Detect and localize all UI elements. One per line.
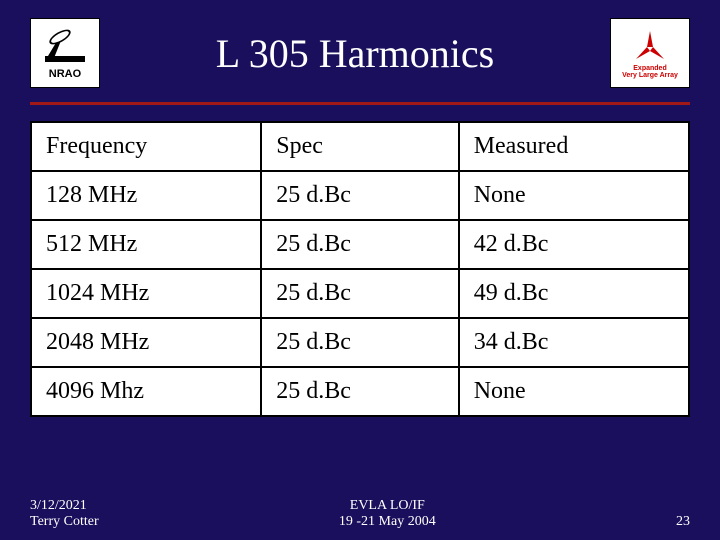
- slide-footer: 3/12/2021 Terry Cotter EVLA LO/IF 19 -21…: [30, 498, 690, 530]
- dish-icon: [40, 26, 90, 66]
- cell: 42 d.Bc: [459, 220, 689, 269]
- footer-center: EVLA LO/IF 19 -21 May 2004: [339, 498, 436, 530]
- cell: 25 d.Bc: [261, 171, 458, 220]
- cell: 4096 Mhz: [31, 367, 261, 416]
- cell: 25 d.Bc: [261, 318, 458, 367]
- slide-title: L 305 Harmonics: [120, 30, 590, 77]
- header-rule: [30, 102, 690, 105]
- cell: 2048 MHz: [31, 318, 261, 367]
- evla-logo: Expanded Very Large Array: [610, 18, 690, 88]
- footer-event: EVLA LO/IF: [350, 498, 425, 513]
- footer-author: Terry Cotter: [30, 514, 99, 529]
- table-row: 128 MHz 25 d.Bc None: [31, 171, 689, 220]
- table-row: 2048 MHz 25 d.Bc 34 d.Bc: [31, 318, 689, 367]
- footer-dates: 19 -21 May 2004: [339, 514, 436, 529]
- table-header-row: Frequency Spec Measured: [31, 122, 689, 171]
- harmonics-table-wrap: Frequency Spec Measured 128 MHz 25 d.Bc …: [30, 121, 690, 417]
- table-row: 1024 MHz 25 d.Bc 49 d.Bc: [31, 269, 689, 318]
- col-header: Frequency: [31, 122, 261, 171]
- harmonics-table: Frequency Spec Measured 128 MHz 25 d.Bc …: [30, 121, 690, 417]
- cell: 25 d.Bc: [261, 220, 458, 269]
- cell: 128 MHz: [31, 171, 261, 220]
- nrao-logo-text: NRAO: [49, 68, 81, 80]
- cell: 512 MHz: [31, 220, 261, 269]
- evla-logo-line1: Expanded: [633, 65, 666, 72]
- evla-logo-text: Expanded Very Large Array: [622, 65, 678, 79]
- evla-logo-line2: Very Large Array: [622, 72, 678, 79]
- cell: 49 d.Bc: [459, 269, 689, 318]
- col-header: Spec: [261, 122, 458, 171]
- slide-header: NRAO L 305 Harmonics Expanded Very Large…: [0, 0, 720, 96]
- cell: 25 d.Bc: [261, 367, 458, 416]
- table-row: 512 MHz 25 d.Bc 42 d.Bc: [31, 220, 689, 269]
- cell: None: [459, 367, 689, 416]
- cell: 1024 MHz: [31, 269, 261, 318]
- nrao-logo: NRAO: [30, 18, 100, 88]
- table-row: 4096 Mhz 25 d.Bc None: [31, 367, 689, 416]
- cell: 34 d.Bc: [459, 318, 689, 367]
- col-header: Measured: [459, 122, 689, 171]
- footer-date: 3/12/2021: [30, 498, 87, 513]
- cell: 25 d.Bc: [261, 269, 458, 318]
- footer-page: 23: [676, 514, 690, 530]
- cell: None: [459, 171, 689, 220]
- footer-left: 3/12/2021 Terry Cotter: [30, 498, 99, 530]
- tripod-icon: [630, 27, 670, 63]
